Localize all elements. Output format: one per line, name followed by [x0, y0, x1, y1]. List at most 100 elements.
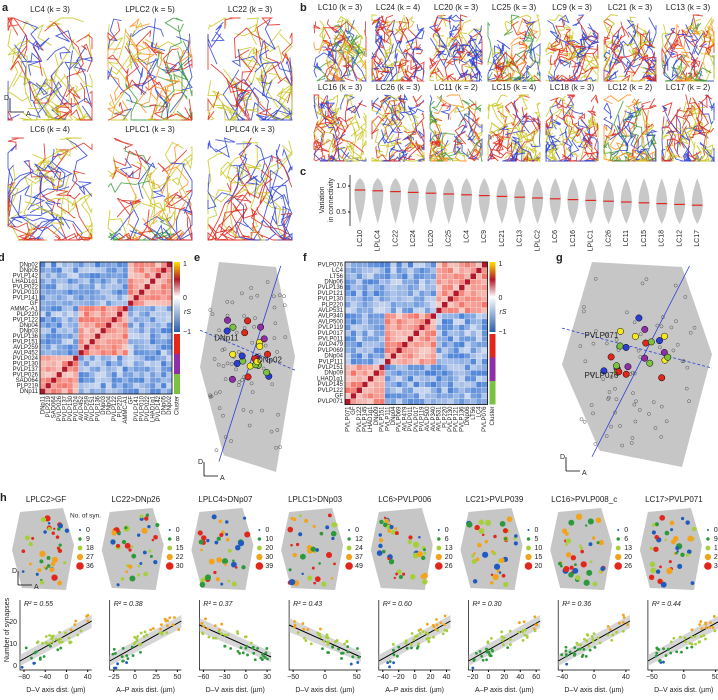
heat-cell	[373, 364, 380, 371]
dot	[289, 578, 296, 586]
heat-cell	[50, 349, 57, 356]
neurite	[492, 138, 513, 150]
label: a	[2, 2, 9, 14]
heat-cell	[436, 307, 443, 314]
heat-cell	[116, 300, 123, 307]
neurite	[347, 43, 360, 60]
neurite	[457, 107, 468, 134]
heat-cell	[122, 322, 129, 329]
heat-cell	[436, 353, 443, 360]
dot	[125, 661, 128, 664]
dot	[607, 353, 615, 361]
heat-cell	[390, 347, 397, 354]
heat-cell	[83, 333, 90, 340]
heat-cell	[424, 364, 431, 371]
neurite	[107, 47, 122, 68]
heat-cell	[407, 358, 414, 365]
neurite	[515, 27, 535, 61]
heat-cell	[45, 338, 52, 345]
heat-cell	[424, 370, 431, 377]
heat-cell	[362, 347, 368, 354]
neurite	[682, 145, 693, 162]
heat-cell	[424, 284, 431, 291]
dot	[575, 575, 581, 581]
heat-cell	[45, 294, 52, 301]
neurite	[23, 21, 50, 48]
heat-cell	[39, 327, 46, 334]
heat-cell	[94, 267, 101, 274]
dot	[396, 569, 402, 575]
violin	[531, 178, 544, 224]
dot	[225, 361, 230, 366]
heat-cell	[436, 347, 443, 354]
dot	[604, 341, 609, 346]
heat-cell	[379, 398, 386, 405]
heat-cell	[481, 307, 488, 314]
dot	[686, 549, 692, 555]
neurite	[429, 110, 433, 119]
heat-cell	[50, 272, 57, 279]
neurite	[555, 109, 576, 120]
neurite	[487, 21, 492, 63]
dot	[412, 638, 416, 641]
neurite	[402, 48, 425, 76]
label: PVLP017	[414, 406, 420, 432]
dot	[216, 362, 221, 367]
heat-cell	[458, 387, 465, 394]
heat-cell	[362, 398, 368, 405]
heat-cell	[458, 341, 465, 348]
heat-cell	[401, 284, 408, 291]
dot	[439, 621, 443, 625]
neurite	[234, 169, 273, 211]
ci-band	[289, 618, 361, 662]
heat-cell	[160, 278, 167, 285]
neurite	[698, 100, 714, 125]
heat-cell	[39, 349, 46, 356]
dot	[206, 538, 210, 543]
heat-cell	[481, 261, 488, 268]
label: PVLP076	[482, 406, 488, 432]
dot	[687, 399, 691, 404]
heat-cell	[413, 364, 420, 371]
dot	[309, 642, 313, 646]
heat-cell	[127, 338, 134, 345]
neurite	[146, 171, 170, 195]
heat-cell	[373, 398, 380, 405]
dot	[326, 643, 330, 646]
heat-cell	[166, 355, 173, 362]
dot	[168, 616, 172, 620]
neurite	[125, 83, 138, 121]
label: D	[12, 568, 17, 575]
heat-cell	[476, 284, 482, 291]
dot	[592, 632, 596, 636]
dot	[659, 435, 664, 439]
heat-cell	[424, 290, 431, 297]
dot	[388, 660, 392, 663]
neurite	[14, 44, 42, 63]
dot	[221, 364, 226, 368]
dot	[601, 377, 606, 382]
dot	[575, 513, 583, 520]
dot	[307, 575, 313, 581]
neurite	[7, 28, 23, 88]
label: 0.5	[336, 209, 346, 216]
heat-cell	[105, 388, 112, 395]
dot	[490, 573, 494, 576]
neurite	[342, 57, 354, 82]
heat-cell	[356, 341, 363, 348]
dot	[149, 554, 153, 558]
heat-cell	[105, 322, 112, 329]
dot	[39, 550, 46, 558]
label: D–V axis dist. (µm)	[206, 687, 265, 694]
label: PVLP111	[319, 359, 344, 365]
dot	[630, 436, 635, 440]
heat-cell	[379, 330, 386, 337]
dot	[421, 630, 425, 633]
neurite	[462, 78, 474, 82]
dot	[669, 651, 673, 655]
heat-cell	[149, 311, 156, 318]
heat-cell	[155, 300, 162, 307]
dot	[55, 535, 60, 539]
dot	[51, 640, 55, 644]
heat-cell	[111, 355, 118, 362]
